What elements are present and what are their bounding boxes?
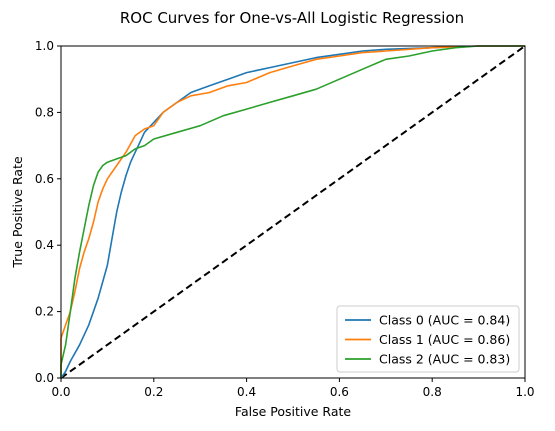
y-tick-label: 0.6: [35, 172, 54, 186]
x-tick-label: 1.0: [515, 385, 534, 399]
y-tick-label: 0.0: [35, 371, 54, 385]
series-line-class-2: [60, 45, 525, 378]
axis-ticks: 0.0 0.2 0.4 0.6 0.8 1.0 0.0 0.2 0.4 0.6 0.8 1.0: [35, 39, 535, 399]
y-tick-label: 0.4: [35, 238, 54, 252]
legend-box: [336, 305, 520, 373]
chart-title: ROC Curves for One-vs-All Logistic Regre…: [120, 9, 464, 27]
y-axis-label: True Positive Rate: [10, 156, 25, 269]
x-tick-label: 0.2: [144, 385, 163, 399]
plot-area: [60, 45, 526, 379]
x-axis-label: False Positive Rate: [235, 404, 351, 419]
series-line-class-0: [60, 45, 525, 379]
axes-frame: [60, 45, 526, 379]
y-tick-label: 0.8: [35, 105, 54, 119]
y-tick-label: 0.2: [35, 305, 54, 319]
series-line-class-1: [60, 45, 525, 378]
x-tick-label: 0.8: [423, 385, 442, 399]
legend-label-class-0: Class 0 (AUC = 0.84): [379, 313, 510, 328]
legend-label-class-1: Class 1 (AUC = 0.86): [379, 332, 510, 347]
x-tick-label: 0.4: [237, 385, 256, 399]
x-tick-label: 0.6: [330, 385, 349, 399]
legend-label-class-2: Class 2 (AUC = 0.83): [379, 352, 510, 367]
legend: Class 0 (AUC = 0.84) Class 1 (AUC = 0.86)…: [336, 305, 520, 373]
reference-diagonal-line: [60, 45, 526, 379]
x-tick-label: 0.0: [51, 385, 70, 399]
y-tick-label: 1.0: [35, 39, 54, 53]
